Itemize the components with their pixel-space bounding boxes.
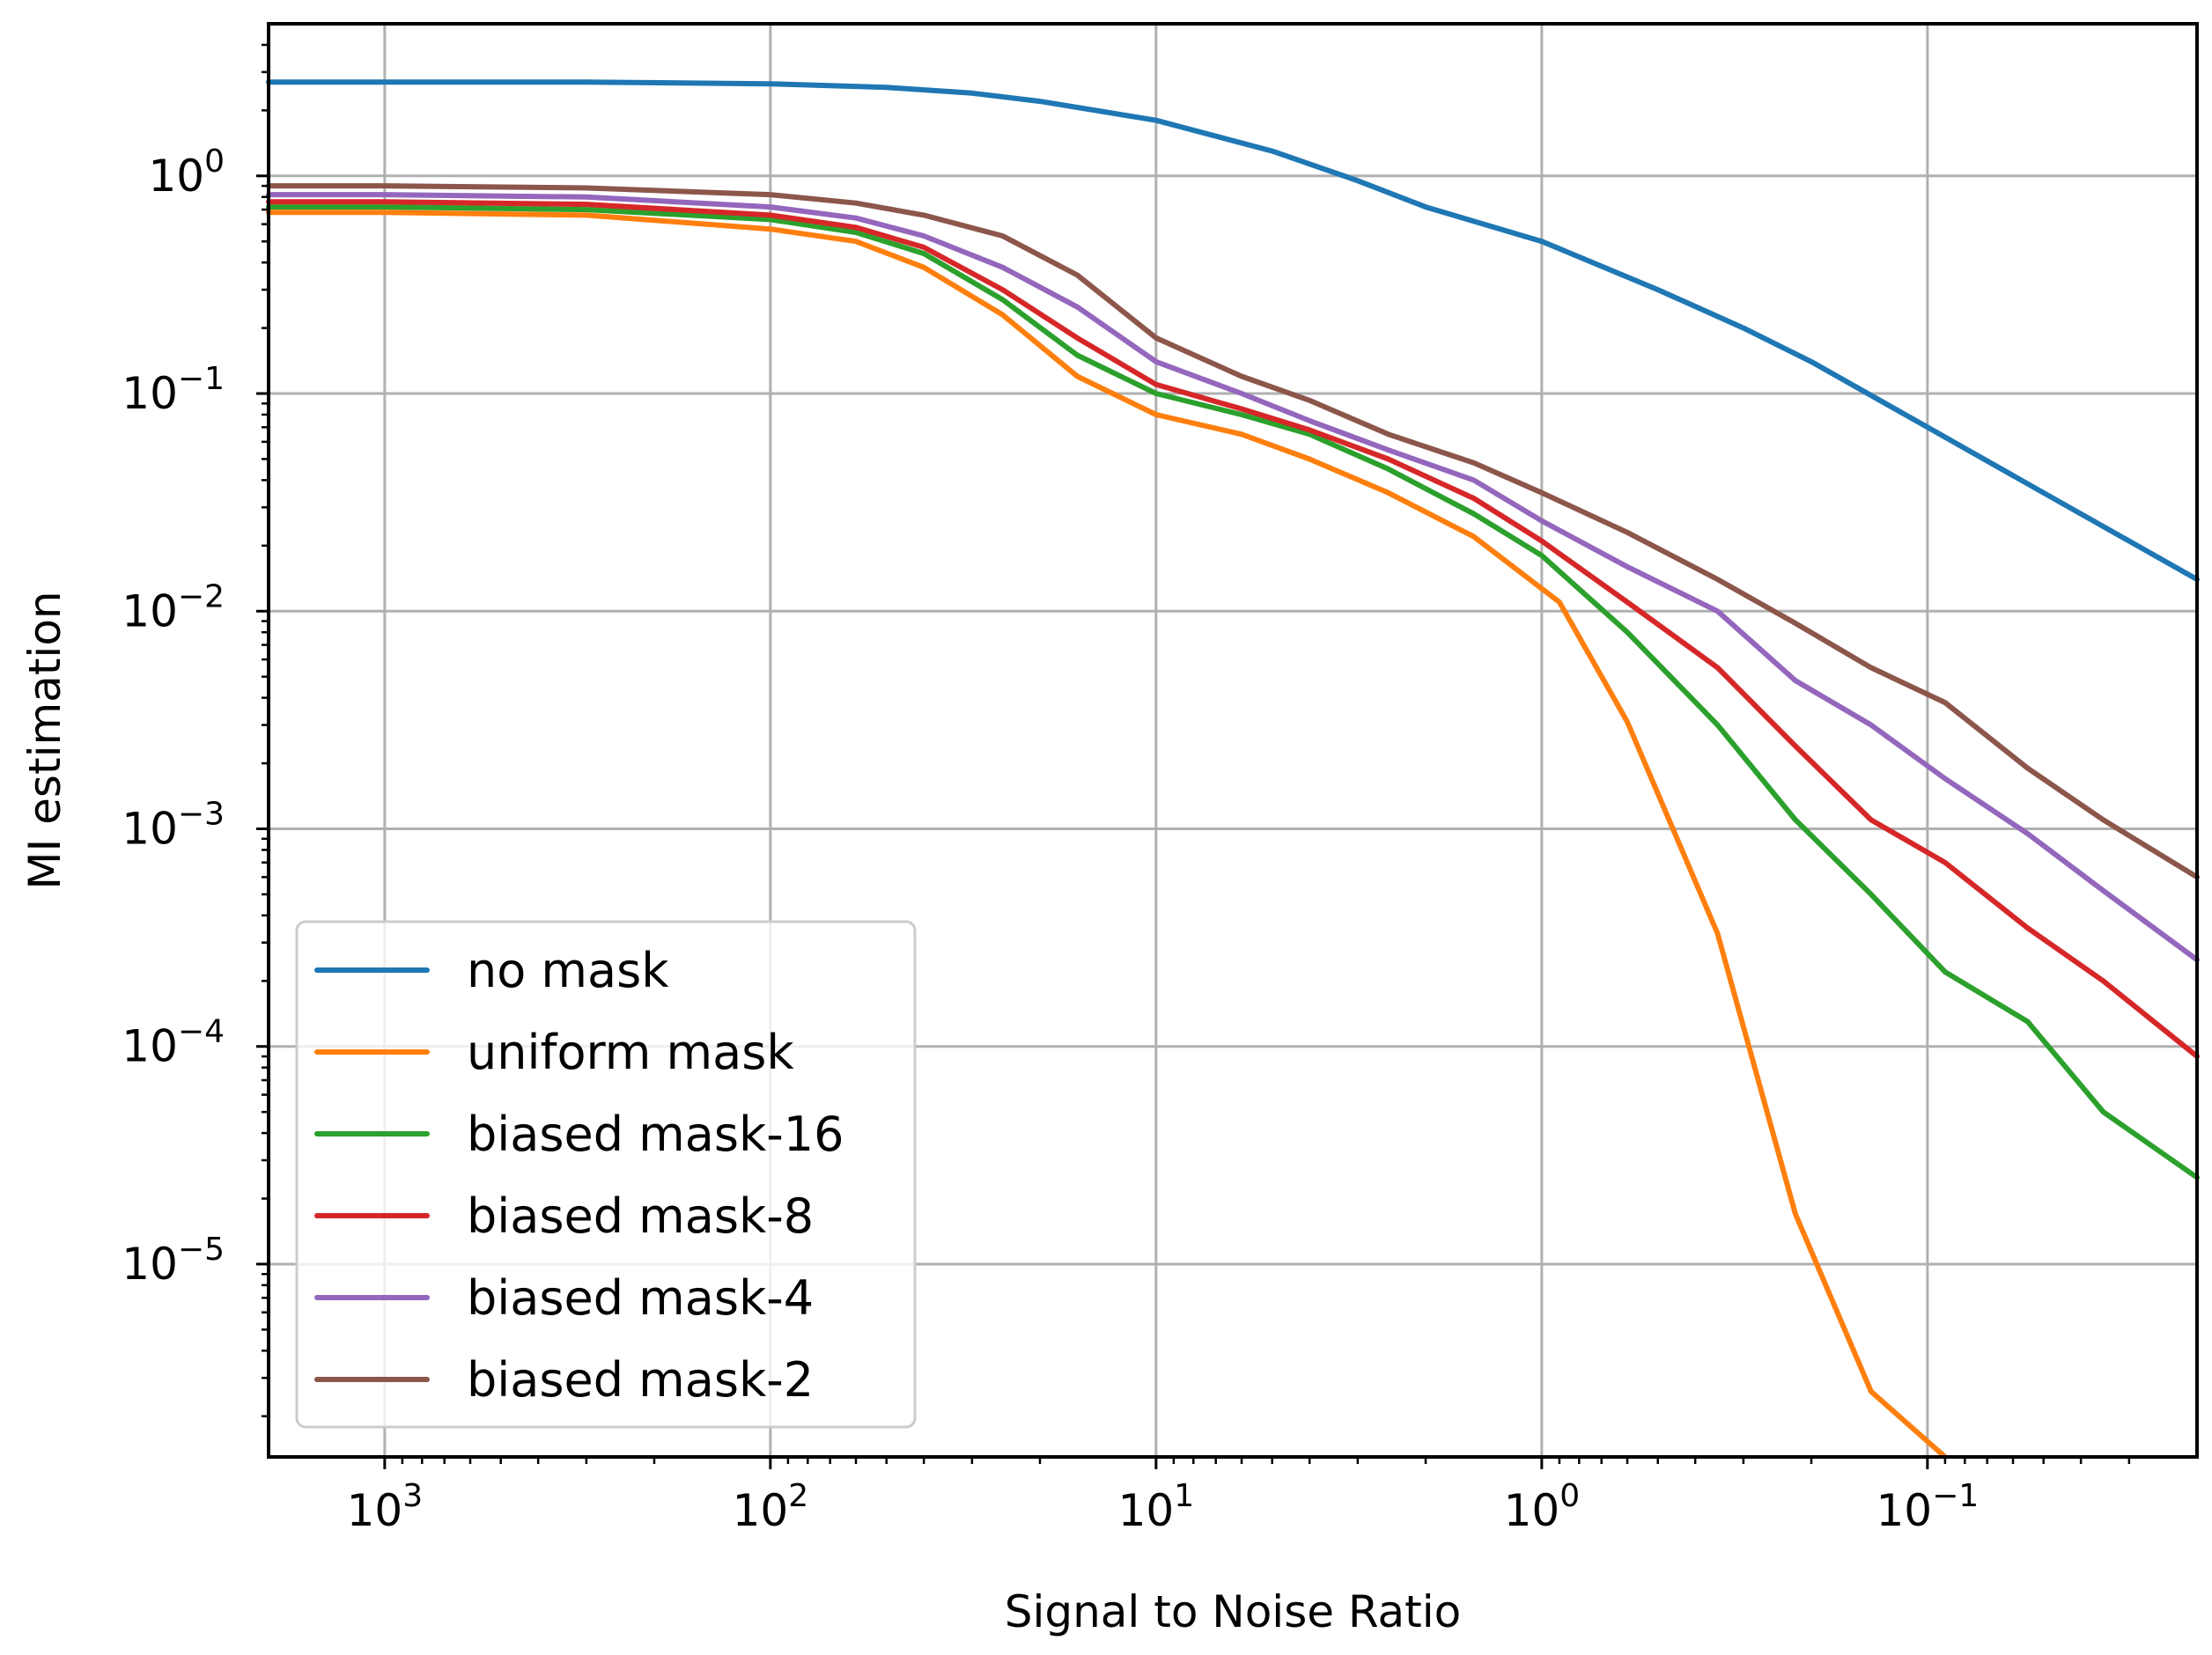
y-tick-label: 100: [148, 143, 225, 202]
legend-label-uniform-mask: uniform mask: [467, 1025, 794, 1080]
x-tick-label: 101: [1118, 1478, 1195, 1536]
y-tick-label: 10−4: [122, 1014, 225, 1072]
grid: [269, 24, 2197, 1457]
legend-label-biased-mask-4: biased mask-4: [467, 1270, 814, 1326]
x-tick-label: 100: [1504, 1478, 1581, 1536]
legend-label-no-mask: no mask: [467, 943, 669, 998]
y-tick-label: 10−1: [122, 361, 225, 419]
y-axis-title: MI estimation: [19, 591, 70, 889]
x-tick-label: 102: [733, 1478, 809, 1536]
series-line-no-mask: [266, 79, 2200, 583]
legend-label-biased-mask-2: biased mask-2: [467, 1352, 814, 1408]
series-line-biased-mask-8: [266, 199, 2200, 1059]
legend-label-biased-mask-8: biased mask-8: [467, 1188, 814, 1244]
series-line-uniform-mask: [266, 210, 1948, 1460]
plot-frame: [267, 22, 2199, 1459]
x-tick-label: 10−1: [1876, 1478, 1979, 1536]
legend-label-biased-mask-16: biased mask-16: [467, 1107, 844, 1162]
x-tick-label: 103: [347, 1478, 424, 1536]
series-line-biased-mask-2: [266, 183, 2200, 880]
y-tick-label: 10−5: [122, 1232, 225, 1290]
legend-box: [295, 920, 917, 1429]
series-line-biased-mask-16: [266, 204, 2200, 1181]
series-line-biased-mask-4: [266, 192, 2200, 963]
y-tick-label: 10−2: [122, 578, 225, 636]
ticks: 103 102 101 100 10−1 100 10−1 10−2 10−3 10−4 10−5: [122, 143, 1979, 1536]
legend-items: no mask uniform mask biased mask-16 biased …: [314, 943, 844, 1408]
legend: no mask uniform mask biased mask-16 biased …: [295, 920, 917, 1429]
x-axis-title: Signal to Noise Ratio: [1005, 1586, 1462, 1637]
series-lines: [266, 79, 2200, 1460]
y-tick-label: 10−3: [122, 796, 225, 854]
minor-ticks: [262, 43, 2131, 1464]
